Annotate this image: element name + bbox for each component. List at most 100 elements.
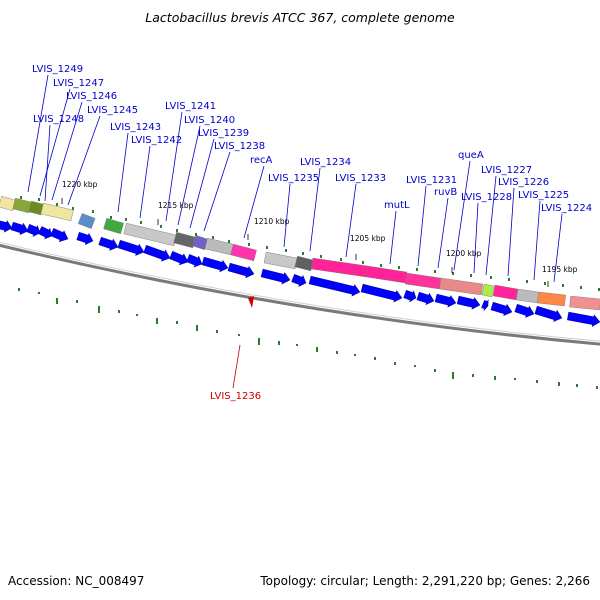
gc-tick [248, 243, 250, 246]
gc-tick [526, 280, 528, 283]
highlight-leader-line [232, 344, 241, 389]
label-leader-line [51, 101, 83, 201]
label-leader-line [39, 88, 71, 197]
gc-tick [380, 264, 382, 267]
gene-label: LVIS_1231 [406, 175, 457, 186]
scale-label: 1220 kbp [62, 180, 98, 189]
cds-arrow [260, 268, 291, 285]
gc-tick [544, 282, 546, 285]
gene-label: LVIS_1245 [87, 105, 138, 116]
gene-label: LVIS_1247 [53, 78, 104, 89]
scale-label: 1200 kbp [446, 249, 482, 258]
cds-arrow-shape [201, 256, 229, 273]
cds-arrow [201, 256, 229, 273]
genome-backbone-inner [0, 241, 600, 342]
gene-block-shape [516, 288, 540, 304]
gc-tick [20, 196, 22, 199]
label-leader-line [473, 202, 479, 274]
gene-label: LVIS_1242 [131, 135, 182, 146]
gene-block-shape [173, 231, 196, 249]
gene-block-shape [12, 197, 32, 214]
label-leader-line [27, 74, 49, 193]
cds-arrow-shape [260, 268, 291, 285]
skew-tick [296, 344, 298, 346]
gc-tick [228, 240, 230, 243]
cds-arrow [416, 291, 435, 306]
skew-tick [494, 376, 496, 380]
gene-block [492, 284, 519, 301]
label-leader-line [309, 167, 321, 252]
cds-arrow [456, 295, 481, 310]
label-leader-line [203, 151, 231, 232]
gc-tick [340, 258, 342, 261]
gene-label: LVIS_1238 [214, 141, 265, 152]
gene-label: LVIS_1243 [110, 122, 161, 133]
skew-tick [576, 384, 578, 387]
cds-arrow-shape [50, 228, 69, 243]
label-leader-line [533, 200, 541, 281]
gc-tick [320, 255, 322, 258]
gc-tick [92, 210, 94, 213]
cds-arrow-shape [360, 283, 403, 303]
label-leader-line [165, 111, 183, 222]
gc-tick [508, 278, 510, 281]
gene-block [173, 231, 196, 249]
gc-tick [302, 252, 304, 255]
cds-arrow-shape [534, 305, 563, 323]
cds-arrow-shape [37, 226, 53, 240]
cds-arrow-shape [308, 275, 361, 297]
cds-arrow [50, 228, 69, 243]
gc-tick [176, 229, 178, 232]
map-title: Lactobacillus brevis ATCC 367, complete … [145, 10, 455, 25]
gene-label: mutL [384, 200, 410, 211]
label-layer: 1220 kbp 1215 kbp 1210 kbp 1205 kbp 1200 kbp… [27, 64, 592, 402]
gene-block-shape [103, 217, 124, 235]
skew-tick [278, 341, 280, 345]
label-leader-line [389, 210, 397, 265]
highlight-label: LVIS_1236 [210, 391, 261, 402]
gc-tick [490, 276, 492, 279]
label-leader-line [177, 125, 201, 226]
skew-tick [76, 300, 78, 303]
cds-arrow [360, 283, 403, 303]
cds-arrow [186, 254, 203, 268]
accession-text: Accession: NC_008497 [8, 574, 145, 588]
gene-block [569, 295, 600, 311]
gene-label: LVIS_1226 [498, 177, 549, 188]
gene-block [77, 213, 96, 229]
skew-tick [216, 330, 218, 333]
label-leader-line [345, 183, 357, 258]
skew-tick [56, 298, 58, 304]
cds-arrow-shape [567, 311, 600, 327]
cds-arrow-shape [291, 274, 307, 288]
gene-label: LVIS_1241 [165, 101, 216, 112]
skew-tick [414, 365, 416, 367]
gc-tick [160, 225, 162, 228]
label-leader-line [283, 183, 291, 248]
gene-block-shape [481, 283, 495, 298]
cds-arrow [291, 274, 307, 288]
cds-arrow [534, 305, 563, 323]
gc-tick [580, 286, 582, 289]
gene-block [405, 272, 442, 290]
skew-tick [38, 292, 40, 294]
cds-arrow-shape [186, 254, 203, 268]
skew-tick [98, 306, 100, 313]
label-leader-line [189, 138, 215, 229]
gene-label: LVIS_1248 [33, 114, 84, 125]
skew-tick [238, 334, 240, 336]
highlight-marker [248, 296, 254, 308]
gene-block-shape [311, 257, 369, 278]
gene-block-shape [294, 255, 314, 272]
gene-block-shape [405, 272, 442, 290]
skew-tick [336, 351, 338, 354]
gene-label: LVIS_1228 [461, 192, 512, 203]
topology-text: Topology: circular; Length: 2,291,220 bp… [260, 574, 590, 588]
skew-tick [596, 386, 598, 389]
skew-tick [136, 314, 138, 316]
cds-arrow [481, 299, 489, 311]
gc-tick [140, 221, 142, 224]
label-leader-line [453, 160, 471, 271]
cds-arrow-shape [490, 301, 513, 317]
